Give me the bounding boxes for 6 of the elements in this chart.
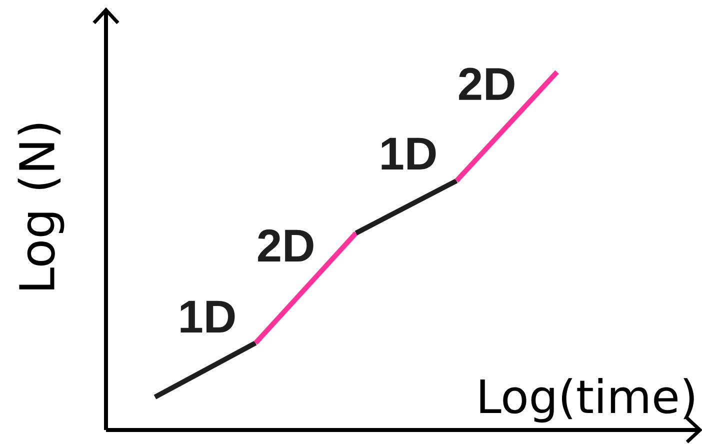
series-label: 1D — [180, 300, 235, 333]
x-axis-title: Log(time) — [480, 378, 694, 423]
series-label: 2D — [258, 229, 314, 262]
series-label: 2D — [459, 68, 514, 100]
y-axis-title: Log (N) — [18, 124, 64, 290]
series-label: 1D — [382, 138, 436, 170]
